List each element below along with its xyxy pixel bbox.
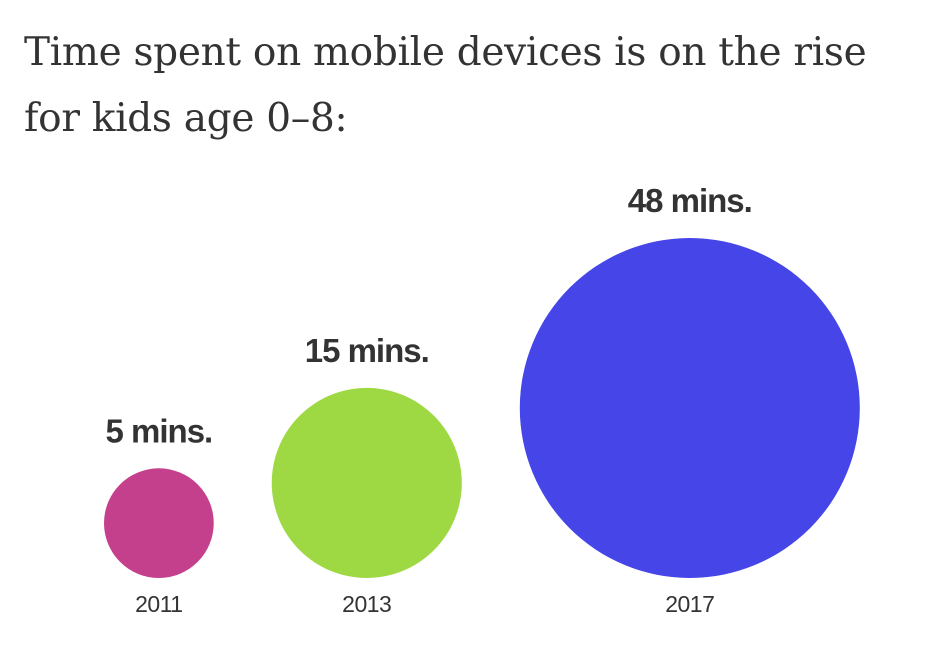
chart-title: Time spent on mobile devices is on the r… — [24, 30, 867, 141]
value-label-2011: 5 mins. — [106, 412, 213, 449]
value-label-2013: 15 mins. — [305, 332, 429, 369]
bubble-2017 — [519, 238, 860, 578]
year-label-2013: 2013 — [342, 591, 391, 617]
year-label-2011: 2011 — [135, 591, 182, 617]
bubble-2011 — [104, 468, 214, 578]
bubble-2013 — [271, 387, 462, 578]
bubbles-group: 5 mins. 2011 15 mins. 2013 48 mins. 2017 — [104, 182, 860, 617]
value-label-2017: 48 mins. — [628, 182, 752, 219]
year-label-2017: 2017 — [665, 591, 714, 617]
